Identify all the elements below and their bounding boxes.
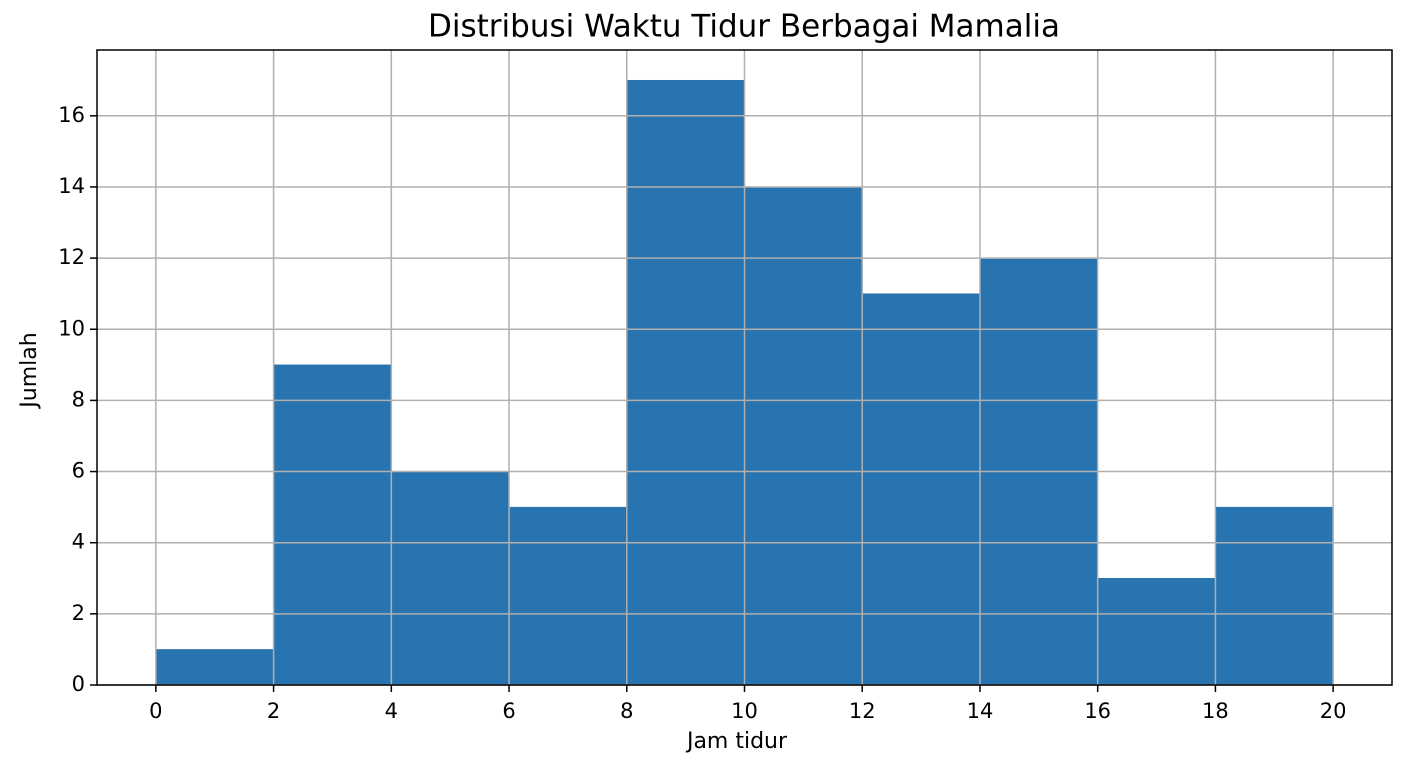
y-tick-label: 12	[58, 245, 85, 269]
bar	[391, 471, 510, 686]
x-tick-label: 14	[967, 699, 994, 723]
x-tick-label: 18	[1202, 699, 1229, 723]
chart-title: Distribusi Waktu Tidur Berbagai Mamalia	[428, 9, 1060, 45]
y-tick-label: 2	[72, 601, 85, 625]
bar	[273, 364, 392, 686]
bar	[861, 293, 981, 686]
x-tick-label: 12	[849, 699, 876, 723]
y-tick-label: 6	[72, 459, 85, 483]
x-tick-label: 6	[502, 699, 515, 723]
x-axis-label: Jam tidur	[685, 729, 788, 754]
y-tick-label: 16	[58, 103, 85, 127]
y-tick-label: 0	[72, 672, 85, 696]
y-axis-label: Jumlah	[17, 332, 42, 409]
bar	[508, 506, 628, 686]
plot-frame	[96, 49, 1393, 686]
x-tick-label: 20	[1320, 699, 1347, 723]
bar	[155, 649, 274, 686]
bar	[744, 186, 863, 686]
y-tick-label: 4	[72, 530, 85, 554]
bar	[1215, 506, 1334, 686]
x-tick-label: 0	[149, 699, 162, 723]
x-tick-label: 2	[267, 699, 280, 723]
bar	[626, 79, 745, 686]
x-tick-label: 8	[620, 699, 633, 723]
y-tick-label: 8	[72, 387, 85, 411]
x-tick-label: 4	[385, 699, 398, 723]
x-tick-label: 16	[1084, 699, 1111, 723]
y-tick-label: 10	[58, 316, 85, 340]
y-tick-label: 14	[58, 174, 85, 198]
bar	[1097, 578, 1216, 686]
x-tick-label: 10	[731, 699, 758, 723]
